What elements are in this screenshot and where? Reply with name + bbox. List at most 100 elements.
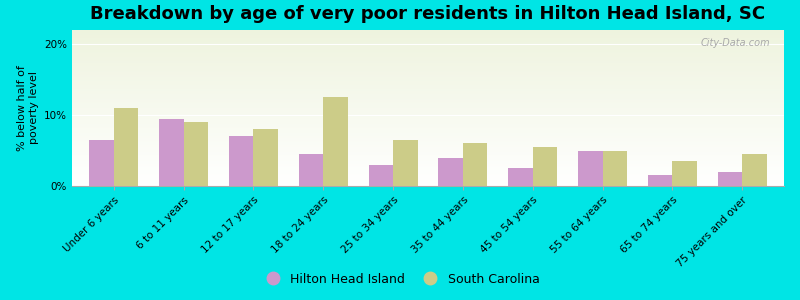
Bar	[72, 60, 784, 61]
Bar	[72, 181, 784, 183]
Bar	[369, 165, 393, 186]
Bar	[72, 177, 784, 178]
Bar	[72, 117, 784, 119]
Bar	[72, 78, 784, 80]
Bar	[72, 89, 784, 91]
Bar	[72, 66, 784, 68]
Bar	[508, 168, 533, 186]
Bar	[72, 147, 784, 148]
Bar	[72, 166, 784, 167]
Bar	[72, 125, 784, 127]
Bar	[72, 70, 784, 72]
Bar	[533, 147, 557, 186]
Bar	[72, 99, 784, 100]
Bar	[72, 128, 784, 130]
Bar	[72, 49, 784, 50]
Bar	[72, 102, 784, 103]
Bar	[602, 151, 627, 186]
Bar	[72, 161, 784, 163]
Bar	[72, 39, 784, 41]
Bar	[72, 52, 784, 53]
Bar	[72, 88, 784, 89]
Bar	[72, 173, 784, 175]
Bar	[72, 82, 784, 83]
Bar	[72, 63, 784, 64]
Bar	[72, 43, 784, 44]
Bar	[72, 127, 784, 128]
Bar	[72, 175, 784, 177]
Bar	[72, 50, 784, 52]
Bar	[72, 75, 784, 77]
Bar	[72, 74, 784, 75]
Bar	[718, 172, 742, 186]
Bar	[72, 91, 784, 92]
Bar	[578, 151, 602, 186]
Bar	[72, 121, 784, 122]
Bar	[184, 122, 208, 186]
Bar	[648, 176, 672, 186]
Bar	[72, 155, 784, 156]
Bar	[72, 94, 784, 95]
Bar	[72, 122, 784, 124]
Bar	[393, 140, 418, 186]
Bar	[72, 53, 784, 55]
Bar	[254, 129, 278, 186]
Bar	[72, 30, 784, 31]
Bar	[72, 80, 784, 82]
Bar	[72, 142, 784, 144]
Bar	[72, 144, 784, 146]
Bar	[72, 86, 784, 88]
Bar	[72, 184, 784, 186]
Legend: Hilton Head Island, South Carolina: Hilton Head Island, South Carolina	[255, 268, 545, 291]
Bar	[72, 133, 784, 134]
Bar	[72, 139, 784, 141]
Bar	[72, 131, 784, 133]
Bar	[72, 55, 784, 56]
Text: City-Data.com: City-Data.com	[700, 38, 770, 48]
Bar	[72, 95, 784, 97]
Bar	[72, 163, 784, 164]
Bar	[72, 172, 784, 173]
Title: Breakdown by age of very poor residents in Hilton Head Island, SC: Breakdown by age of very poor residents …	[90, 5, 766, 23]
Bar	[72, 64, 784, 66]
Bar	[72, 148, 784, 150]
Bar	[72, 152, 784, 153]
Bar	[72, 141, 784, 142]
Bar	[72, 180, 784, 181]
Bar	[72, 44, 784, 46]
Bar	[72, 103, 784, 105]
Bar	[72, 35, 784, 36]
Bar	[72, 138, 784, 139]
Bar	[72, 83, 784, 85]
Bar	[90, 140, 114, 186]
Bar	[72, 72, 784, 74]
Bar	[72, 167, 784, 169]
Bar	[72, 106, 784, 108]
Bar	[323, 98, 348, 186]
Bar	[72, 158, 784, 160]
Bar	[72, 124, 784, 125]
Bar	[72, 69, 784, 70]
Bar	[463, 143, 487, 186]
Y-axis label: % below half of
poverty level: % below half of poverty level	[17, 65, 38, 151]
Bar	[72, 114, 784, 116]
Bar	[72, 105, 784, 106]
Bar	[72, 178, 784, 180]
Bar	[72, 111, 784, 113]
Bar	[72, 32, 784, 33]
Bar	[72, 77, 784, 78]
Bar	[672, 161, 697, 186]
Bar	[72, 134, 784, 136]
Bar	[72, 150, 784, 152]
Bar	[72, 164, 784, 166]
Bar	[72, 97, 784, 99]
Bar	[72, 100, 784, 102]
Bar	[72, 92, 784, 94]
Bar	[72, 41, 784, 43]
Bar	[72, 153, 784, 155]
Bar	[72, 130, 784, 131]
Bar	[159, 118, 184, 186]
Bar	[72, 56, 784, 58]
Bar	[72, 38, 784, 39]
Bar	[438, 158, 463, 186]
